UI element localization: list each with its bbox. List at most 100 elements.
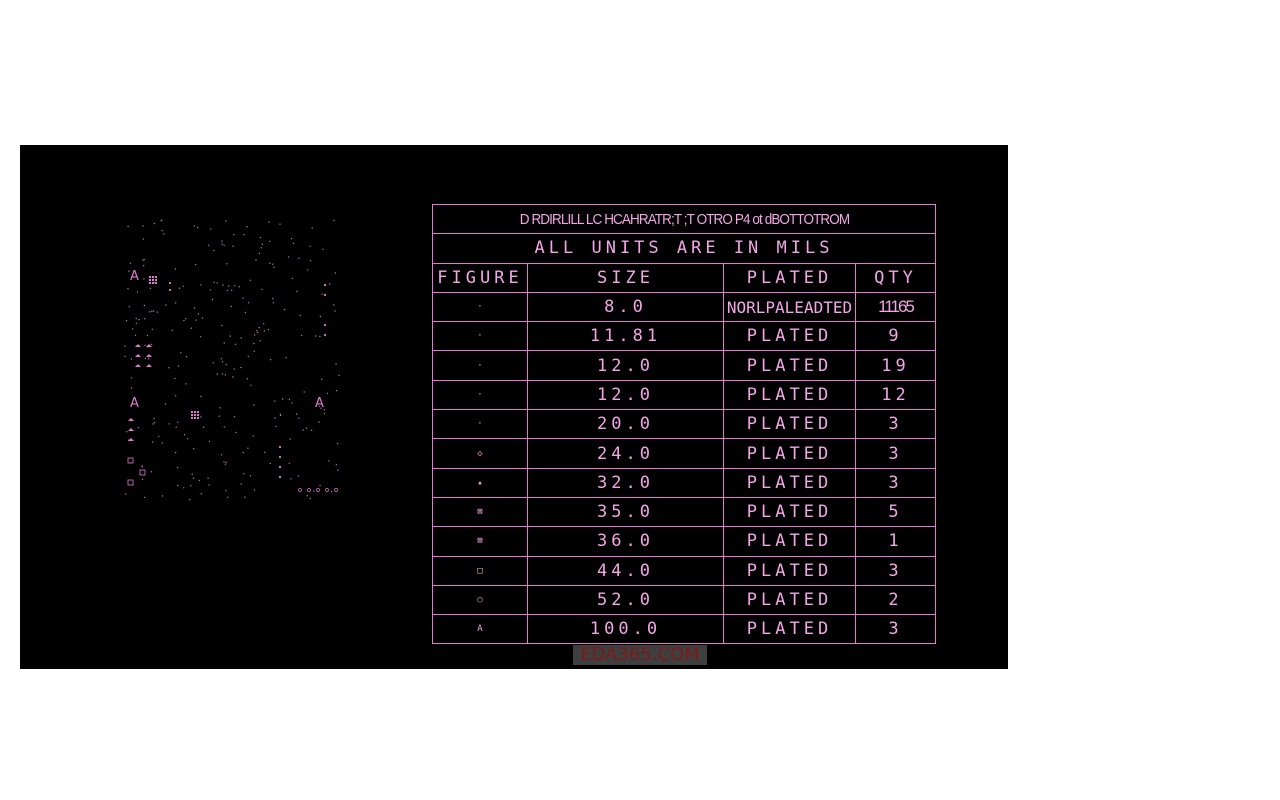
drill-hit bbox=[254, 334, 256, 336]
drill-hit bbox=[261, 243, 263, 245]
drill-hit bbox=[334, 272, 336, 274]
cell-size: 52.0 bbox=[527, 584, 724, 616]
drill-hit bbox=[291, 277, 293, 280]
drill-hit bbox=[221, 361, 224, 363]
cell-plated: PLATED bbox=[723, 409, 856, 440]
drill-hit bbox=[230, 305, 232, 308]
cell-plated: PLATED bbox=[723, 614, 856, 645]
drill-hit bbox=[146, 334, 149, 337]
via-array bbox=[149, 276, 151, 278]
drill-hit bbox=[153, 417, 155, 420]
drill-hit bbox=[191, 473, 193, 475]
drill-hit bbox=[200, 284, 202, 286]
drill-hit bbox=[334, 310, 336, 312]
cell-plated: PLATED bbox=[723, 584, 856, 616]
drill-hit bbox=[289, 438, 291, 440]
drill-hit bbox=[335, 389, 338, 392]
drill-hit bbox=[127, 288, 129, 290]
drill-hit bbox=[278, 475, 282, 479]
drill-hit bbox=[161, 442, 164, 444]
drill-hit bbox=[189, 498, 191, 501]
drill-hit bbox=[134, 334, 137, 337]
cell-size: 8.0 bbox=[527, 291, 724, 323]
drill-hit bbox=[238, 286, 240, 288]
cell-figure: ◇ bbox=[432, 438, 528, 469]
drill-hit bbox=[135, 322, 138, 324]
board-drill-map: A A A bbox=[124, 219, 340, 501]
drill-hit bbox=[174, 377, 176, 380]
drill-hit bbox=[329, 283, 331, 285]
drill-hit bbox=[323, 293, 327, 297]
drill-hit bbox=[279, 414, 282, 417]
drill-hit bbox=[168, 288, 172, 292]
table-row: · 12.0 PLATED 12 bbox=[432, 379, 936, 411]
drill-hit bbox=[200, 395, 202, 398]
drill-hit bbox=[264, 451, 266, 453]
drill-hit bbox=[233, 416, 236, 418]
cell-size: 36.0 bbox=[527, 526, 724, 557]
via-array bbox=[155, 276, 157, 278]
cell-plated: PLATED bbox=[723, 379, 856, 411]
units-note: ALL UNITS ARE IN MILS bbox=[432, 233, 936, 264]
drill-hit bbox=[125, 493, 127, 495]
drill-hit bbox=[263, 323, 265, 325]
drill-hit bbox=[336, 442, 339, 445]
via-array bbox=[194, 414, 196, 416]
drill-hit bbox=[318, 405, 320, 408]
drill-hit bbox=[197, 227, 199, 229]
drill-hit bbox=[225, 461, 227, 464]
drill-hit bbox=[261, 288, 263, 291]
drill-hit bbox=[220, 358, 223, 360]
drill-hit bbox=[185, 318, 187, 320]
drill-hit bbox=[321, 293, 323, 295]
drill-hit bbox=[221, 243, 223, 245]
drill-hit bbox=[164, 403, 167, 405]
drill-hit bbox=[144, 344, 146, 346]
drill-hit bbox=[257, 331, 259, 334]
drill-hit bbox=[244, 496, 246, 498]
drill-hit bbox=[307, 269, 309, 271]
drill-hit bbox=[227, 496, 229, 498]
cell-plated: PLATED bbox=[723, 350, 856, 381]
drill-hit bbox=[124, 345, 126, 347]
drill-hit bbox=[295, 413, 298, 415]
cell-qty: 3 bbox=[855, 614, 936, 645]
cell-qty: 2 bbox=[855, 584, 936, 616]
drill-hit bbox=[227, 285, 230, 287]
drill-hit bbox=[311, 227, 313, 229]
cell-figure: · bbox=[432, 291, 528, 323]
drill-hit bbox=[243, 234, 245, 236]
cell-figure: ⊠ bbox=[432, 526, 528, 557]
drill-hit bbox=[202, 426, 205, 428]
cell-plated: PLATED bbox=[723, 496, 856, 528]
drill-hit bbox=[247, 355, 249, 358]
drill-hit bbox=[288, 398, 291, 400]
drill-hit bbox=[234, 285, 236, 287]
round-pad bbox=[325, 488, 329, 492]
cell-qty: 5 bbox=[855, 496, 936, 528]
drill-hit bbox=[221, 373, 224, 375]
marker-a: A bbox=[315, 396, 324, 411]
drill-hit bbox=[269, 359, 272, 361]
drill-hit bbox=[242, 451, 244, 454]
drill-hit bbox=[198, 479, 200, 482]
drill-hit bbox=[195, 319, 197, 321]
cell-size: 11.81 bbox=[527, 321, 724, 352]
cell-plated: NORLPALEADTED bbox=[723, 291, 856, 323]
drill-hit bbox=[124, 355, 126, 358]
cell-figure: · bbox=[432, 379, 528, 411]
drill-hit bbox=[303, 391, 305, 393]
drill-hit bbox=[272, 302, 274, 304]
drill-hit bbox=[267, 328, 270, 331]
drill-hit bbox=[302, 429, 304, 431]
cell-qty: 11165 bbox=[855, 291, 936, 323]
drill-hit bbox=[306, 427, 308, 429]
drill-hit bbox=[252, 435, 254, 437]
round-pad bbox=[334, 488, 338, 492]
drill-hit bbox=[135, 317, 137, 320]
drill-hit bbox=[137, 426, 139, 429]
via-array bbox=[149, 279, 151, 281]
drill-hit bbox=[224, 374, 227, 376]
triangle-pad bbox=[128, 438, 134, 441]
drill-hit bbox=[233, 233, 235, 236]
